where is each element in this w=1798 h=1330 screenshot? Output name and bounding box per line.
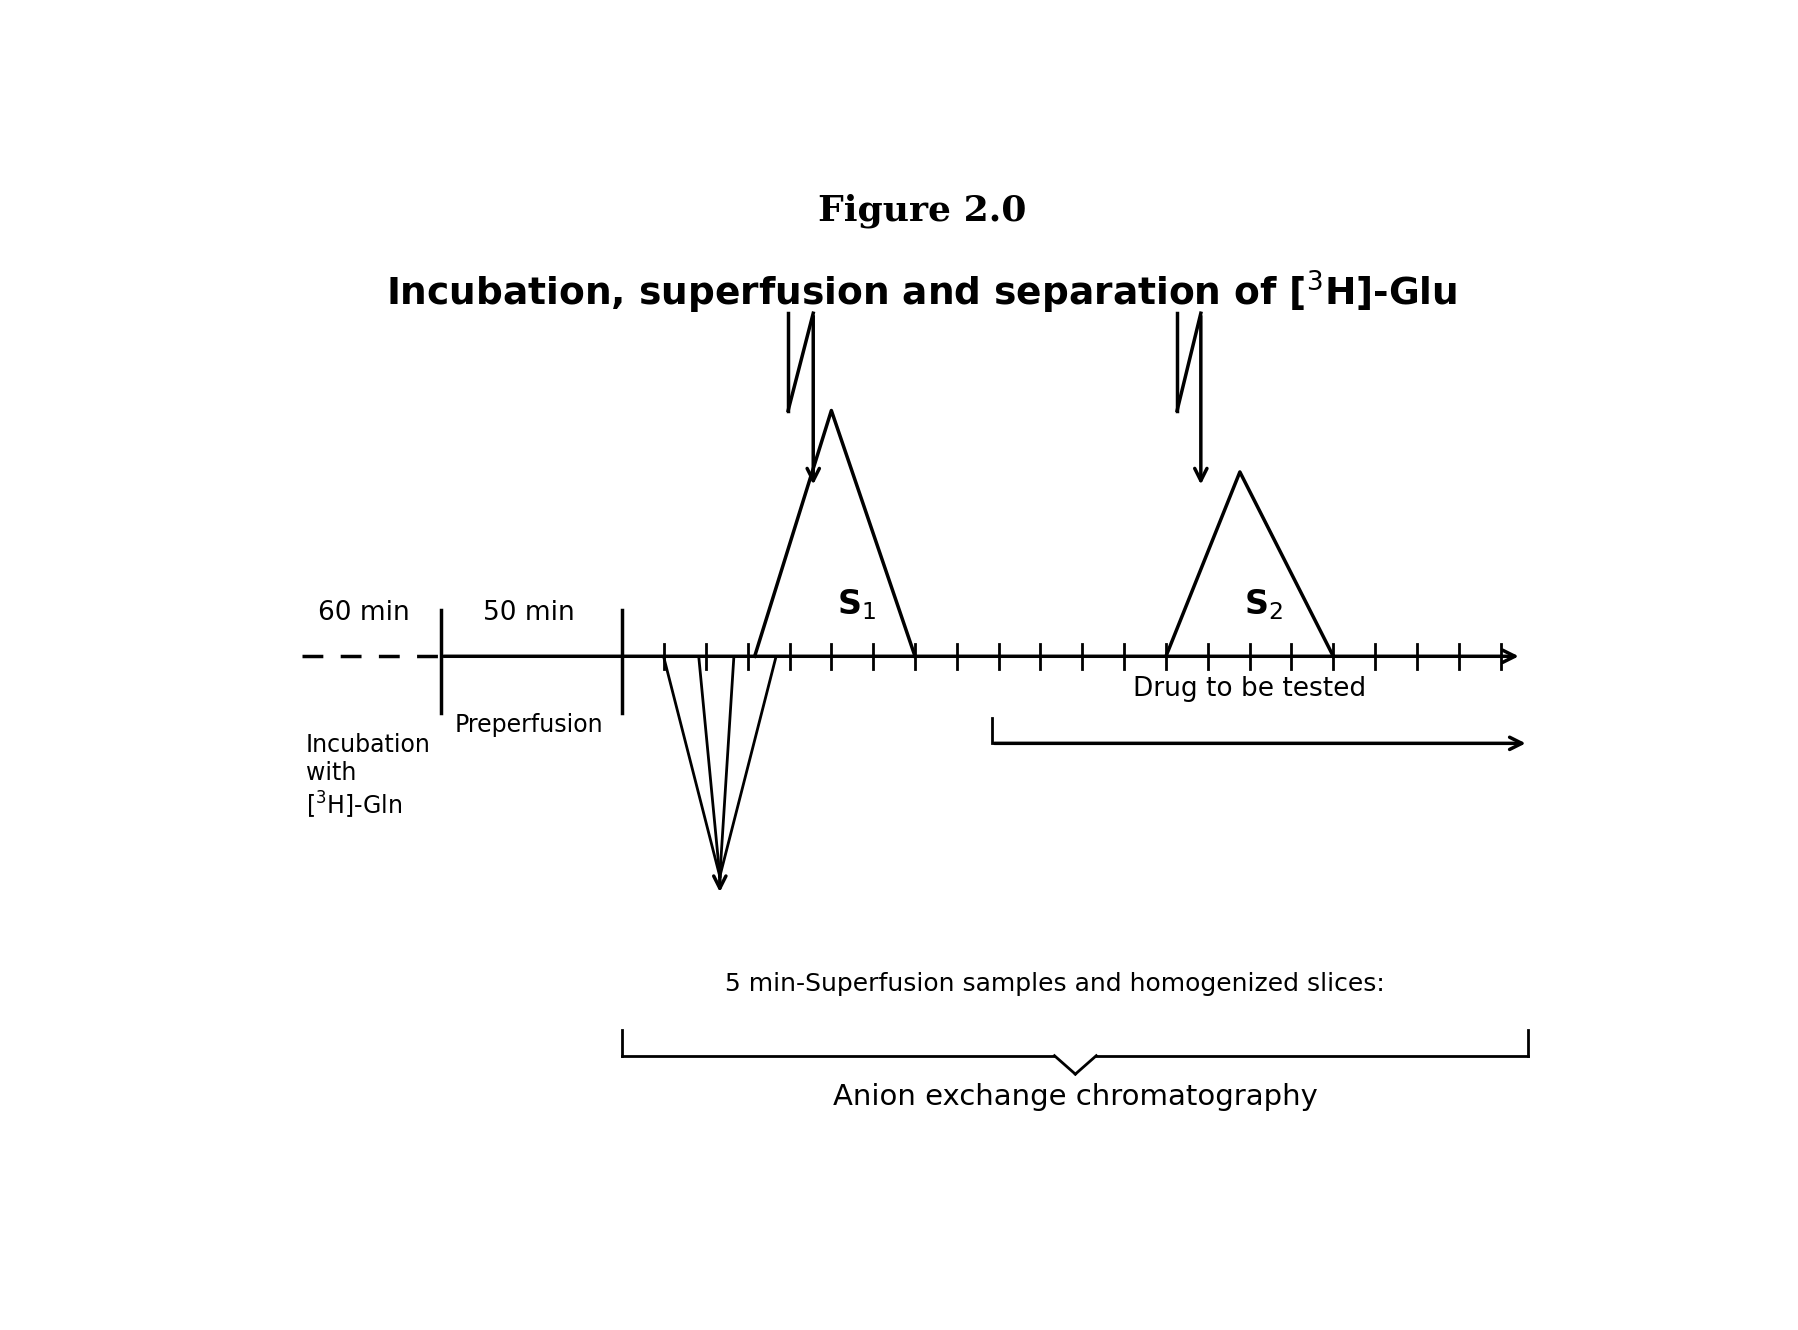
Text: Anion exchange chromatography: Anion exchange chromatography xyxy=(832,1083,1318,1111)
Text: Drug to be tested: Drug to be tested xyxy=(1133,677,1365,702)
Text: Figure 2.0: Figure 2.0 xyxy=(818,194,1025,227)
Text: Incubation
with
[$^3$H]-Gln: Incubation with [$^3$H]-Gln xyxy=(306,733,430,821)
Text: Incubation, superfusion and separation of [$^3$H]-Glu: Incubation, superfusion and separation o… xyxy=(387,269,1456,317)
Text: 5 min-Superfusion samples and homogenized slices:: 5 min-Superfusion samples and homogenize… xyxy=(725,972,1383,996)
Text: 60 min: 60 min xyxy=(318,600,410,625)
Text: S$_2$: S$_2$ xyxy=(1244,588,1282,622)
Text: S$_1$: S$_1$ xyxy=(836,588,876,622)
Text: Preperfusion: Preperfusion xyxy=(455,713,602,737)
Text: 50 min: 50 min xyxy=(482,600,574,625)
